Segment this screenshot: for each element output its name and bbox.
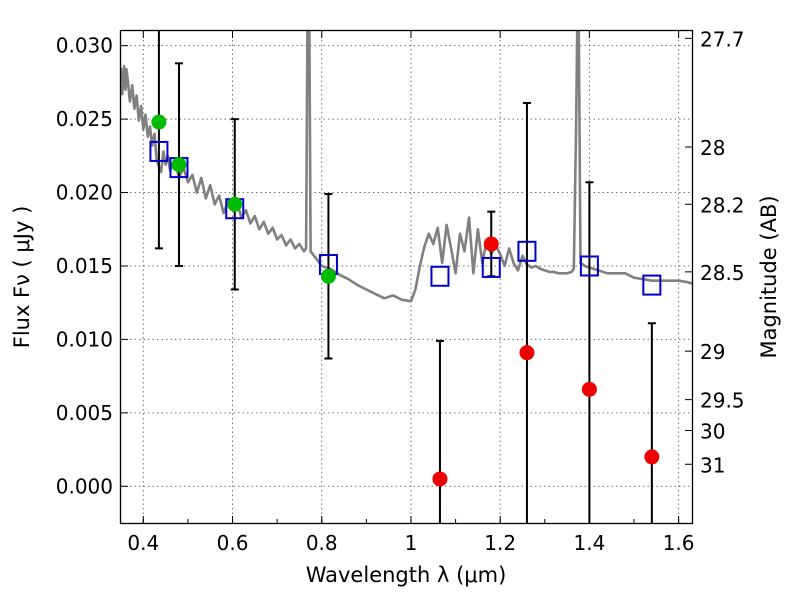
- x-axis-label: Wavelength λ (μm): [306, 563, 507, 587]
- plot-frame: [119, 29, 694, 525]
- y-tick-label: 0.000: [56, 474, 113, 498]
- axes: 0.4 0.6 0.8 1 1.2 1.4 1.6 0.000 0.005 0.010 0.015 0…: [56, 27, 745, 555]
- plot-area: [121, 31, 692, 523]
- model-photometry-square: [430, 265, 450, 287]
- y-tick-label: 0.015: [56, 254, 113, 278]
- model-photometry-square: [481, 256, 501, 278]
- model-photometry-square: [149, 140, 169, 162]
- right-tick-label: 28.5: [700, 261, 745, 285]
- x-tick-label: 1.6: [663, 531, 695, 555]
- x-tick-label: 1: [405, 531, 418, 555]
- grid: [121, 31, 692, 523]
- y-tick-label: 0.030: [56, 34, 113, 58]
- non-detection-point: [483, 236, 499, 252]
- x-tick-label: 0.6: [217, 531, 249, 555]
- non-detection-point: [581, 381, 597, 397]
- right-tick-label: 28.2: [700, 193, 745, 217]
- right-tick-label: 30: [700, 419, 725, 443]
- y-tick-label: 0.020: [56, 181, 113, 205]
- non-detection-point: [644, 449, 660, 465]
- y-axis-label: Flux Fν ( μJy ): [10, 206, 34, 349]
- right-tick-label: 27.7: [700, 27, 745, 51]
- sed-model-line: [121, 31, 692, 303]
- detection-point: [171, 157, 187, 173]
- x-tick-label: 0.4: [127, 531, 159, 555]
- model-photometry-square: [642, 274, 662, 296]
- right-axis-label: Magnitude (AB): [757, 195, 781, 358]
- non-detection-point: [519, 345, 535, 361]
- right-tick-label: 29.5: [700, 389, 745, 413]
- non-detection-point: [432, 471, 448, 487]
- right-tick-label: 28: [700, 136, 725, 160]
- y-tick-label: 0.005: [56, 401, 113, 425]
- right-tick-label: 29: [700, 340, 725, 364]
- x-tick-label: 1.4: [573, 531, 605, 555]
- detection-point: [320, 268, 336, 284]
- model-photometry-square: [579, 255, 599, 277]
- right-tick-label: 31: [700, 453, 725, 477]
- model-photometry-square: [517, 240, 537, 262]
- y-tick-label: 0.025: [56, 107, 113, 131]
- detection-point: [151, 114, 167, 130]
- x-tick-label: 0.8: [306, 531, 338, 555]
- detection-point: [227, 196, 243, 212]
- y-tick-label: 0.010: [56, 327, 113, 351]
- x-tick-label: 1.2: [484, 531, 516, 555]
